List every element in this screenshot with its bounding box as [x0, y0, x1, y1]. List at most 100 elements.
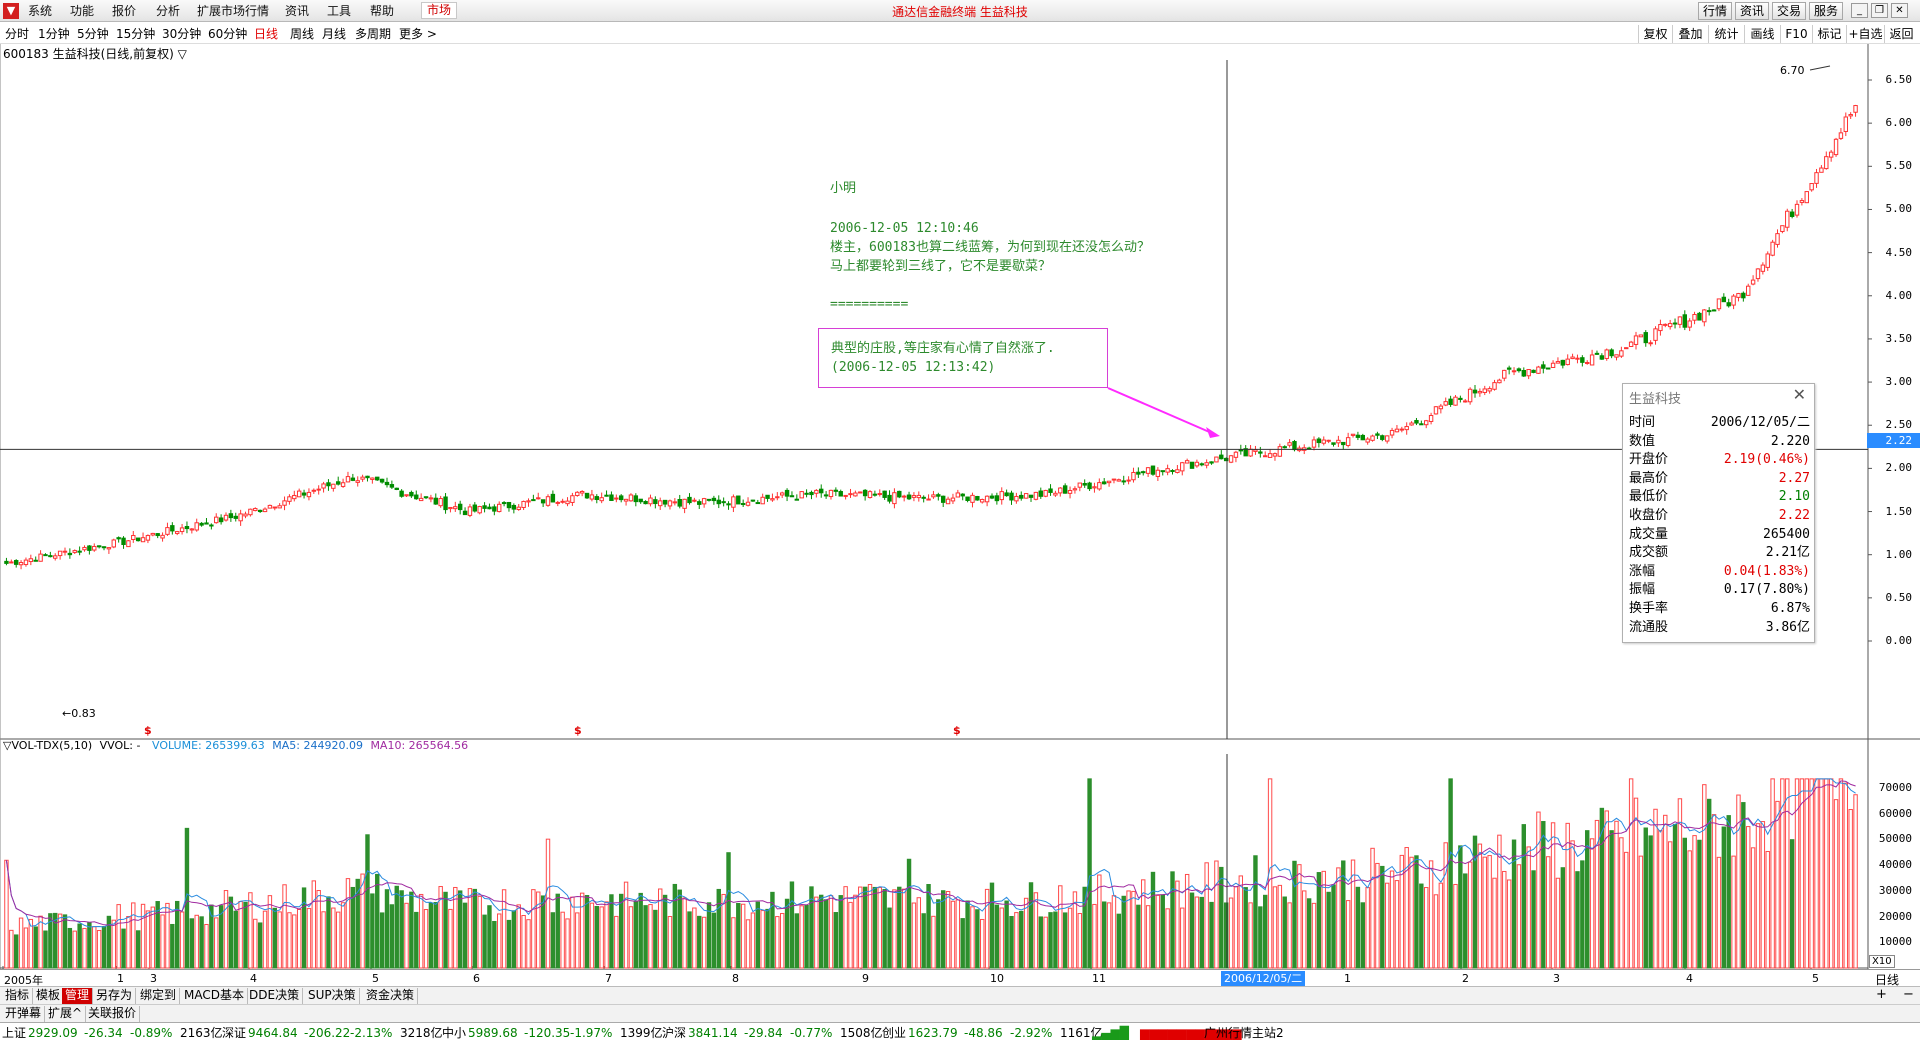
menu-news[interactable]: 资讯: [285, 4, 310, 18]
volume-bar: [1809, 778, 1814, 969]
volume-bar: [867, 884, 873, 969]
candle-body: [404, 494, 409, 497]
candle-body: [1424, 420, 1429, 426]
tab-extend[interactable]: 扩展^: [45, 1006, 87, 1022]
period-monthly[interactable]: 月线: [322, 27, 347, 41]
statistics-button[interactable]: 统计: [1708, 25, 1744, 43]
dividend-marker[interactable]: $: [953, 724, 961, 737]
tab-related-quote[interactable]: 关联报价: [85, 1006, 141, 1022]
candle-body: [921, 496, 926, 499]
tab-fund[interactable]: 资金决策: [363, 988, 419, 1004]
info-key: 时间: [1629, 415, 1656, 430]
tab-save-as[interactable]: 另存为: [93, 988, 137, 1004]
menu-quote[interactable]: 报价: [112, 4, 137, 18]
f10-button[interactable]: F10: [1780, 25, 1812, 43]
period-more[interactable]: 更多 >: [399, 27, 437, 41]
period-1min[interactable]: 1分钟: [38, 27, 70, 41]
service-button[interactable]: 服务: [1809, 2, 1843, 20]
volume-indicator-header[interactable]: ▽VOL-TDX(5,10) VVOL: - VOLUME: 265399.63…: [3, 739, 468, 752]
tab-bind[interactable]: 绑定到: [137, 988, 181, 1004]
menu-function[interactable]: 功能: [70, 4, 95, 18]
period-15min[interactable]: 15分钟: [116, 27, 156, 41]
kline-chart[interactable]: [0, 44, 1920, 969]
close-icon[interactable]: ✕: [1891, 3, 1908, 18]
volume-bar: [584, 895, 590, 969]
trade-button[interactable]: 交易: [1772, 2, 1806, 20]
volume-bar: [1287, 902, 1292, 969]
menu-market[interactable]: 市场: [421, 2, 457, 19]
volume-bar: [736, 902, 741, 969]
dividend-marker[interactable]: $: [574, 724, 582, 737]
add-icon[interactable]: +: [1876, 987, 1887, 1002]
volume-bar: [1316, 872, 1322, 969]
period-60min[interactable]: 60分钟: [208, 27, 248, 41]
adjust-button[interactable]: 复权: [1638, 25, 1672, 43]
tab-sup[interactable]: SUP决策: [305, 988, 360, 1004]
menu-system[interactable]: 系统: [28, 4, 53, 18]
app-logo-icon[interactable]: ▼: [3, 3, 19, 19]
candle-body: [511, 504, 517, 510]
tab-manage[interactable]: 管理: [62, 988, 94, 1004]
dividend-marker[interactable]: $: [144, 724, 152, 737]
candle-body: [1292, 441, 1297, 451]
menu-tools[interactable]: 工具: [327, 4, 352, 18]
overlay-button[interactable]: 叠加: [1672, 25, 1708, 43]
restore-icon[interactable]: ❐: [1871, 3, 1888, 18]
volume-bar: [1828, 778, 1834, 969]
volume-indicator-name[interactable]: ▽VOL-TDX(5,10): [3, 739, 93, 752]
candle-body: [1101, 481, 1107, 485]
candle-body: [316, 488, 321, 491]
tab-macd[interactable]: MACD基本: [181, 988, 248, 1004]
price-axis: 6.50 6.00 5.50 5.00 4.50 4.00 3.50 3.00 2.50 2.00…: [1870, 44, 1920, 744]
candle-body: [828, 489, 834, 498]
minimize-icon[interactable]: _: [1851, 3, 1868, 18]
reply-box[interactable]: 典型的庄股,等庄家有心情了自然涨了. (2006-12-05 12:13:42): [818, 328, 1108, 388]
stock-header[interactable]: 600183 生益科技(日线,前复权) ▽: [3, 47, 187, 61]
volume-bar: [1155, 894, 1161, 969]
menu-help[interactable]: 帮助: [370, 4, 395, 18]
tab-template[interactable]: 模板: [33, 988, 65, 1004]
period-daily[interactable]: 日线: [254, 27, 279, 41]
close-icon[interactable]: ✕: [1792, 385, 1806, 404]
volume-bar: [1087, 778, 1092, 969]
period-weekly[interactable]: 周线: [290, 27, 315, 41]
mark-button[interactable]: 标记: [1812, 25, 1846, 43]
server-name[interactable]: 广州行情主站2: [1204, 1026, 1284, 1040]
tab-indicator[interactable]: 指标: [2, 988, 34, 1004]
quote-button[interactable]: 行情: [1698, 2, 1732, 20]
candle-body: [194, 522, 199, 531]
add-favorite-button[interactable]: +自选: [1846, 25, 1884, 43]
candle-body: [1609, 349, 1614, 357]
volume-bar: [1365, 887, 1370, 969]
period-30min[interactable]: 30分钟: [162, 27, 202, 41]
back-button[interactable]: 返回: [1884, 25, 1918, 43]
volume-bar: [1233, 886, 1239, 969]
candle-body: [1619, 350, 1624, 357]
volume-bar: [731, 917, 736, 969]
quote-info-panel[interactable]: 生益科技 ✕ 时间 2006/12/05/二 数值 2.220 开盘价 2.19(0.46…: [1622, 383, 1815, 643]
volume-bar: [321, 911, 326, 969]
index-change: -29.84: [744, 1026, 783, 1040]
tab-danmaku[interactable]: 开弹幕: [2, 1006, 46, 1022]
candle-body: [853, 492, 858, 497]
volume-tick-label: 40000: [1878, 858, 1912, 872]
volume-bar: [1848, 809, 1853, 969]
volume-bar: [1799, 778, 1805, 969]
volume-bar: [901, 888, 907, 969]
draw-line-button[interactable]: 画线: [1744, 25, 1780, 43]
minus-icon[interactable]: −: [1903, 987, 1914, 1002]
news-button[interactable]: 资讯: [1735, 2, 1769, 20]
candle-body: [126, 540, 131, 548]
period-5min[interactable]: 5分钟: [77, 27, 109, 41]
period-timeshare[interactable]: 分时: [5, 27, 30, 41]
price-tick-label: 4.50: [1885, 245, 1913, 259]
menu-analysis[interactable]: 分析: [156, 4, 181, 18]
menu-extended-market[interactable]: 扩展市场行情: [197, 4, 270, 18]
volume-bar: [296, 909, 302, 969]
volume-bar: [1833, 799, 1839, 969]
candle-body: [980, 499, 985, 503]
period-multi[interactable]: 多周期: [355, 27, 392, 41]
tab-dde[interactable]: DDE决策: [246, 988, 304, 1004]
candle-body: [457, 503, 463, 511]
candle-body: [989, 495, 995, 499]
